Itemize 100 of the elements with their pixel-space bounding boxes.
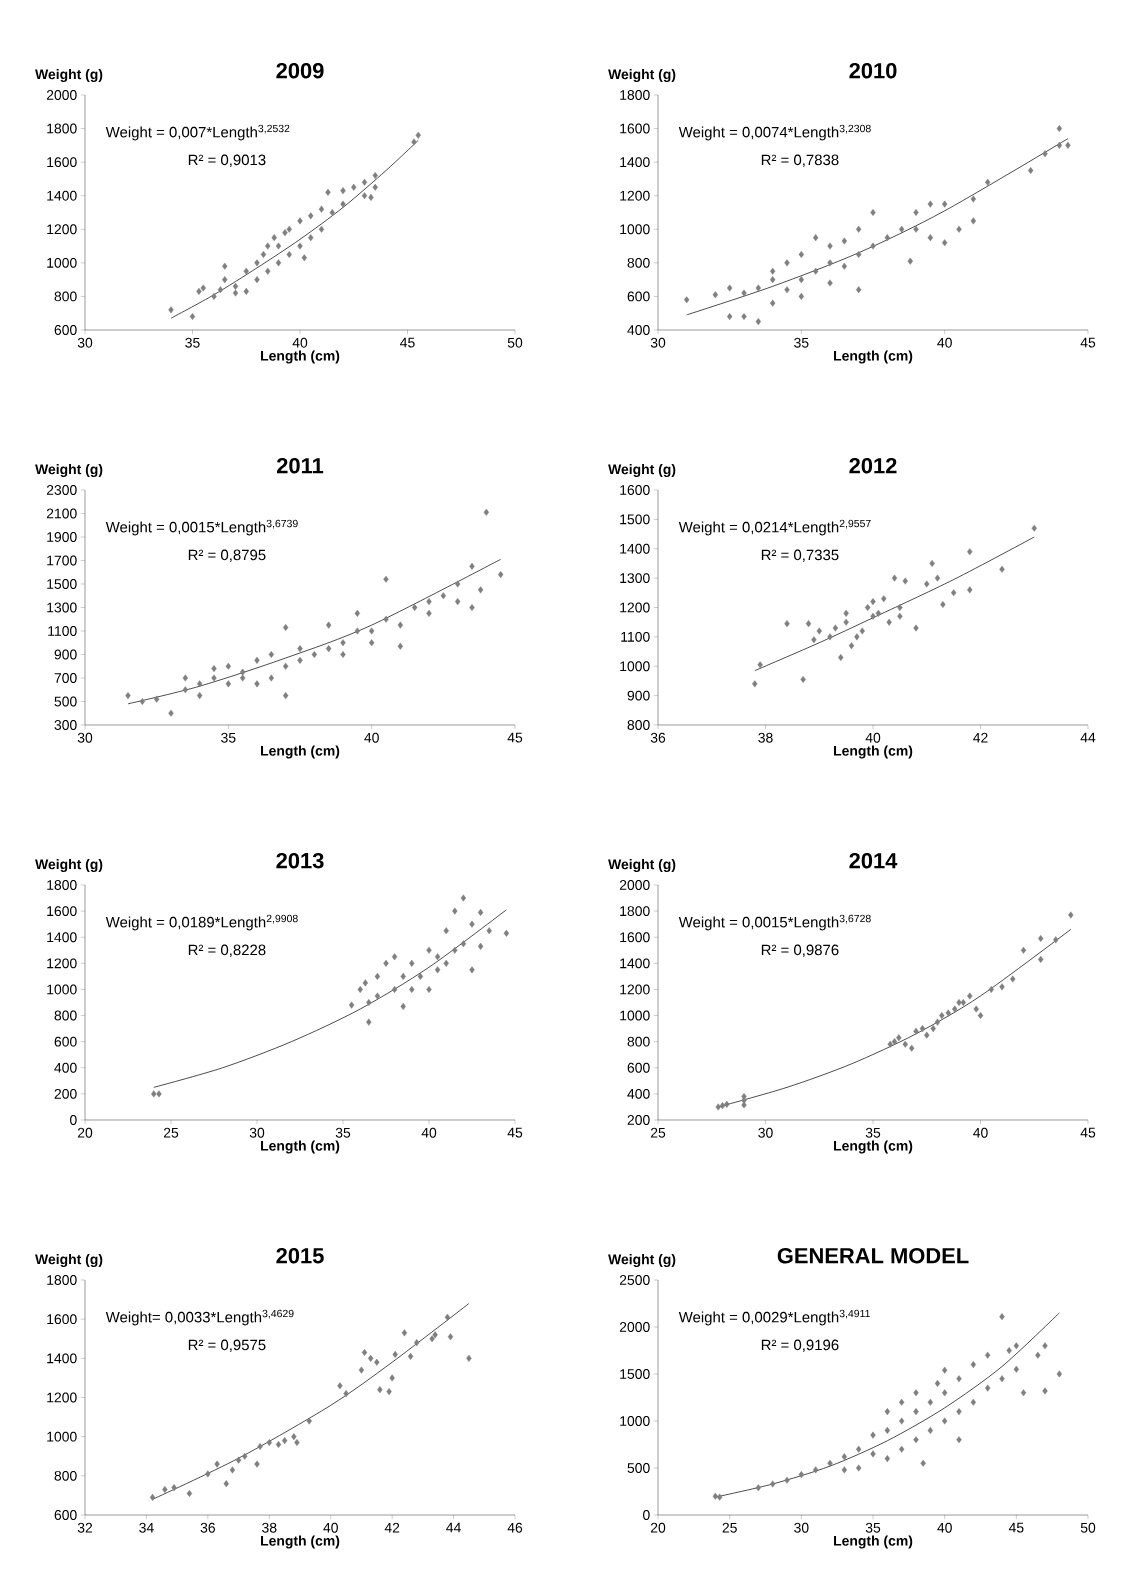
y-tick-label: 600: [54, 1036, 77, 1047]
point: [724, 1100, 730, 1108]
point: [1035, 1351, 1041, 1359]
point: [881, 595, 887, 603]
point: [913, 208, 919, 216]
x-tick-label: 40: [292, 337, 308, 348]
x-tick-label: 46: [507, 1522, 523, 1533]
annotation: R² = 0,7335: [761, 549, 839, 562]
point: [325, 188, 331, 196]
point: [367, 1354, 374, 1362]
point: [189, 313, 196, 321]
point: [337, 1382, 343, 1390]
point: [486, 927, 492, 935]
point: [970, 1398, 977, 1406]
point: [1020, 1389, 1027, 1397]
point: [266, 1439, 272, 1447]
y-tick-label: 1400: [47, 1353, 77, 1364]
point: [798, 292, 805, 300]
point: [977, 1012, 984, 1020]
point: [153, 695, 160, 703]
y-tick-label: 1500: [620, 1369, 650, 1379]
line-series: [754, 536, 1035, 671]
point: [985, 1351, 991, 1359]
point: [805, 620, 812, 628]
point: [477, 908, 484, 916]
chart-title: 2010: [849, 62, 897, 79]
point: [374, 1358, 380, 1366]
point: [715, 1103, 721, 1111]
point: [800, 675, 806, 683]
y-tick-label: 1500: [620, 514, 650, 525]
point: [942, 1389, 948, 1397]
point: [838, 653, 844, 661]
point: [306, 1417, 312, 1425]
point: [897, 612, 903, 620]
point: [281, 1437, 288, 1445]
point: [401, 1329, 408, 1337]
point: [286, 250, 292, 258]
point: [235, 1456, 242, 1464]
point: [196, 287, 202, 295]
chart-title: 2009: [276, 62, 324, 79]
y-tick-label: 800: [627, 1036, 650, 1047]
x-tick-label: 35: [185, 337, 200, 348]
point: [286, 225, 292, 233]
y-tick-label: 1900: [47, 532, 77, 542]
point: [798, 250, 805, 258]
annotation: R² = 0,9013: [188, 154, 266, 167]
point: [813, 267, 819, 275]
y-tick-label: 2000: [619, 880, 650, 890]
point: [843, 609, 849, 617]
point: [469, 603, 475, 611]
point: [397, 642, 404, 650]
point: [452, 907, 458, 915]
point: [909, 1044, 915, 1052]
point: [196, 680, 203, 688]
y-tick-label: 1500: [47, 579, 77, 589]
x-tick-label: 30: [77, 337, 93, 348]
x-tick-label: 35: [335, 1127, 351, 1138]
point: [848, 642, 855, 650]
point: [1020, 946, 1027, 954]
y-tick-label: 2500: [619, 1275, 650, 1285]
point: [222, 262, 228, 270]
point: [870, 242, 876, 250]
point: [444, 1313, 451, 1321]
annotation: Weight= 0,0033*Length$^{3,4629}$: [105, 1309, 294, 1326]
x-tick-label: 40: [364, 732, 379, 743]
x-tick-label: 45: [1008, 1522, 1024, 1533]
point: [813, 234, 819, 242]
point: [884, 1426, 891, 1434]
y-tick-label: 1000: [47, 1431, 77, 1442]
point: [727, 313, 733, 321]
point: [899, 1445, 905, 1453]
point: [391, 985, 398, 993]
point: [477, 942, 484, 950]
point: [827, 242, 833, 250]
point: [297, 645, 303, 653]
y-tick-label: 1400: [47, 190, 77, 201]
point: [870, 612, 876, 620]
point: [200, 284, 206, 292]
point: [999, 983, 1005, 991]
y-axis-title: Weight (g): [35, 69, 103, 83]
annotation: Weight = 0,0214*Length$^{2,9557}$: [678, 519, 871, 536]
y-tick-label: 1200: [620, 984, 650, 995]
point: [414, 1339, 420, 1347]
point: [391, 953, 398, 961]
point: [455, 598, 461, 606]
point: [832, 624, 839, 632]
y-tick-label: 1200: [47, 1392, 77, 1403]
y-tick-label: 300: [54, 720, 77, 730]
point: [282, 229, 288, 237]
y-tick-label: 1400: [620, 157, 650, 168]
y-tick-label: 800: [627, 720, 650, 730]
point: [400, 972, 406, 980]
point: [920, 1459, 926, 1467]
point: [945, 1009, 951, 1017]
point: [942, 1366, 948, 1374]
point: [934, 1018, 941, 1026]
point: [970, 1361, 977, 1369]
x-axis-title: Length (cm): [834, 350, 913, 364]
point: [899, 225, 905, 233]
point: [358, 1366, 365, 1374]
